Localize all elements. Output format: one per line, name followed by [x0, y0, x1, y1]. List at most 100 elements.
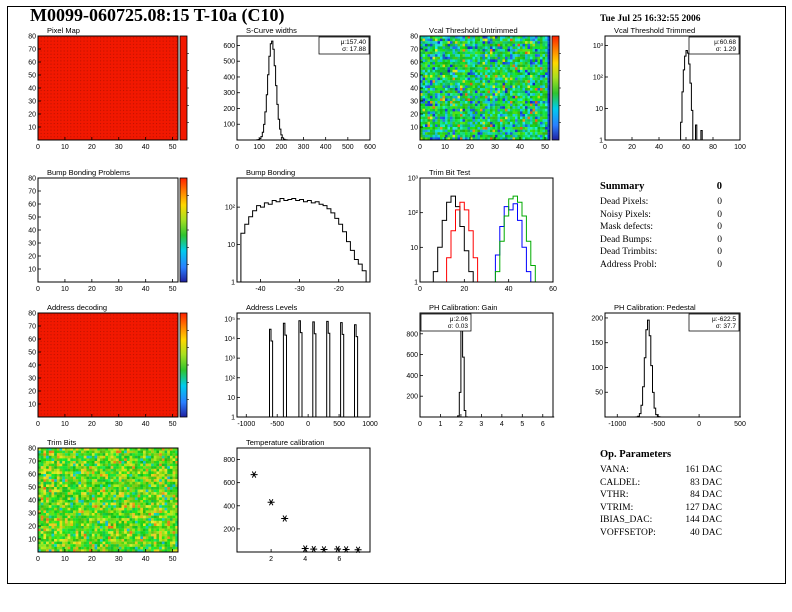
data-point-marker — [267, 499, 275, 506]
plot-frame — [236, 447, 371, 553]
y-tick-label: 50 — [410, 73, 418, 80]
panel-temp-calibration: 2 4 6 200 400 600 800 Temperature calibration — [223, 438, 371, 563]
x-tick-label: 0 — [418, 286, 422, 293]
op-parameter-row: VANA: 161 DAC — [600, 464, 722, 477]
x-tick-label: 50 — [541, 144, 549, 151]
x-tick-label: 10 — [61, 286, 69, 293]
summary-row: Mask defects: 0 — [600, 221, 722, 234]
y-tick-label: 60 — [28, 472, 36, 479]
x-tick-label: 200 — [275, 144, 287, 151]
x-tick-label: -500 — [651, 421, 665, 428]
stats-mu: μ:-622.5 — [712, 316, 736, 323]
y-tick-label: 40 — [28, 86, 36, 93]
y-tick-label: 80 — [28, 34, 36, 41]
histogram-line — [237, 198, 370, 283]
x-tick-label: 20 — [466, 144, 474, 151]
panel-ph-gain: 0 1 2 3 4 5 6 200 400 600 800 μ:2.06σ: 0.03 PH Calib… — [406, 303, 555, 428]
y-tick-label: 50 — [28, 350, 36, 357]
stats-box — [688, 36, 740, 55]
data-point-marker — [281, 515, 289, 522]
x-tick-label: 300 — [298, 144, 310, 151]
x-tick-label: 0 — [697, 421, 701, 428]
x-tick-label: 30 — [115, 556, 123, 563]
y-tick-label: 100 — [591, 365, 603, 372]
panel-title-vcal-untrimmed: Vcal Threshold Untrimmed — [429, 26, 518, 35]
panel-title-bump-bonding: Bump Bonding — [246, 168, 295, 177]
data-point-marker — [320, 546, 328, 553]
x-tick-label: 2 — [269, 556, 273, 563]
op-parameter-label: VTRIM: — [600, 502, 634, 513]
y-tick-label: 10 — [595, 106, 603, 113]
op-parameter-label: IBIAS_DAC: — [600, 515, 653, 525]
y-tick-label: 60 — [28, 202, 36, 209]
y-tick-label: 50 — [28, 485, 36, 492]
y-tick-label: 800 — [223, 457, 235, 464]
x-tick-label: 2 — [459, 421, 463, 428]
stats-box — [688, 313, 740, 332]
summary-row: Dead Pixels: 0 — [600, 196, 722, 209]
x-tick-label: 30 — [115, 144, 123, 151]
x-tick-label: 6 — [541, 421, 545, 428]
x-tick-label: 40 — [142, 421, 150, 428]
x-tick-label: 0 — [36, 286, 40, 293]
x-tick-label: 4 — [303, 556, 307, 563]
x-tick-label: 10 — [61, 144, 69, 151]
summary-row-value: 0 — [717, 259, 722, 270]
x-tick-label: 80 — [709, 144, 717, 151]
stats-sigma: σ: 0.03 — [448, 323, 469, 330]
x-tick-label: 60 — [549, 286, 557, 293]
summary-row-label: Dead Trimbits: — [600, 247, 658, 257]
summary-row: Address Probl: 0 — [600, 259, 722, 272]
panel-bump-bonding: -40 -30 -20 1 10 10² Bump Bonding — [225, 168, 371, 293]
y-tick-label: 100 — [223, 122, 235, 129]
summary-row-value: 0 — [717, 222, 722, 232]
x-tick-label: 400 — [320, 144, 332, 151]
x-tick-label: 3 — [479, 421, 483, 428]
op-parameters-block: Op. Parameters VANA: 161 DAC CALDEL: 83 DA… — [600, 449, 722, 539]
stats-mu: μ:60.68 — [714, 39, 736, 46]
summary-row: Dead Trimbits: 0 — [600, 246, 722, 259]
y-tick-label: 600 — [223, 43, 235, 50]
y-tick-label: 600 — [223, 480, 235, 487]
y-tick-label: 30 — [410, 99, 418, 106]
plot-frame — [37, 312, 179, 418]
op-parameter-value: 83 DAC — [690, 477, 722, 488]
y-tick-label: 10 — [227, 395, 235, 402]
y-tick-label: 10² — [225, 375, 236, 382]
y-tick-label: 40 — [28, 228, 36, 235]
x-tick-label: 50 — [169, 556, 177, 563]
plot-frame — [236, 312, 371, 418]
y-tick-label: 50 — [28, 215, 36, 222]
y-tick-label: 10⁴ — [224, 336, 235, 343]
x-tick-label: 0 — [418, 144, 422, 151]
panel-title-trimbit-test: Trim Bit Test — [429, 168, 471, 177]
y-tick-label: 70 — [28, 47, 36, 54]
y-tick-label: 1 — [414, 280, 418, 287]
summary-row: Noisy Pixels: 0 — [600, 209, 722, 222]
y-tick-label: 800 — [406, 331, 418, 338]
panel-title-ph-pedestal: PH Calibration: Pedestal — [614, 303, 696, 312]
y-tick-label: 30 — [28, 376, 36, 383]
x-tick-label: -20 — [334, 286, 344, 293]
y-tick-label: 400 — [223, 74, 235, 81]
x-tick-label: 0 — [306, 421, 310, 428]
data-point-marker — [250, 471, 258, 478]
panel-trimbit-test: 0 20 40 60 1 10 10² 10³ Trim Bit Test — [408, 168, 557, 293]
y-tick-label: 10 — [28, 402, 36, 409]
heatmap-cells — [38, 448, 179, 553]
plot-frame — [37, 447, 179, 553]
x-tick-label: -1000 — [237, 421, 255, 428]
panel-bump-problems: 0 10 20 30 40 50 10 20 30 40 50 60 70 80 Bump Bonding … — [28, 168, 189, 293]
stats-box — [318, 36, 370, 55]
summary-row-label: Dead Pixels: — [600, 197, 649, 207]
panel-title-address-levels: Address Levels — [246, 303, 298, 312]
y-tick-label: 50 — [595, 390, 603, 397]
x-tick-label: 6 — [337, 556, 341, 563]
page-border — [7, 6, 786, 584]
stats-box — [420, 313, 472, 332]
x-tick-label: 20 — [88, 286, 96, 293]
x-tick-label: 0 — [603, 144, 607, 151]
x-tick-label: 0 — [36, 144, 40, 151]
page-title: M0099-060725.08:15 T-10a (C10) — [30, 5, 285, 25]
